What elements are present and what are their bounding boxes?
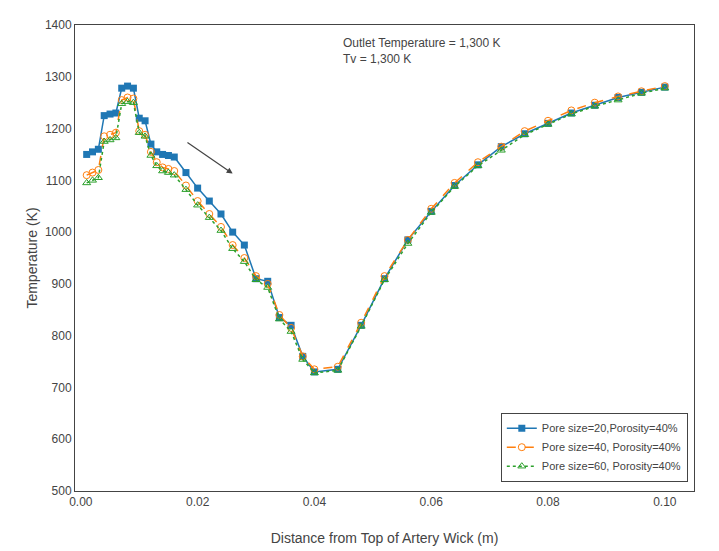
svg-text:1200: 1200 [45,122,72,136]
svg-text:Pore size=40, Porosity=40%: Pore size=40, Porosity=40% [542,441,681,453]
svg-text:0.06: 0.06 [420,495,444,509]
svg-text:0.00: 0.00 [69,495,93,509]
svg-text:0.02: 0.02 [186,495,210,509]
svg-text:Outlet Temperature = 1,300 KTv: Outlet Temperature = 1,300 KTv = 1,300 K [343,36,501,66]
svg-text:600: 600 [52,432,72,446]
svg-text:1100: 1100 [46,174,72,188]
svg-text:0.10: 0.10 [653,495,677,509]
svg-text:1400: 1400 [45,18,72,32]
svg-text:700: 700 [52,381,72,395]
svg-text:0.04: 0.04 [303,495,327,509]
svg-text:Pore size=60, Porosity=40%: Pore size=60, Porosity=40% [542,460,681,472]
svg-text:Temperature (K): Temperature (K) [24,207,40,308]
svg-text:1300: 1300 [45,70,72,84]
svg-text:1000: 1000 [45,225,72,239]
svg-text:Pore size=20,Porosity=40%: Pore size=20,Porosity=40% [542,422,678,434]
svg-text:500: 500 [52,484,72,498]
svg-text:Distance from Top of Artery Wi: Distance from Top of Artery Wick (m) [271,530,499,546]
svg-text:0.08: 0.08 [536,495,560,509]
svg-text:900: 900 [52,277,72,291]
svg-text:800: 800 [52,329,72,343]
